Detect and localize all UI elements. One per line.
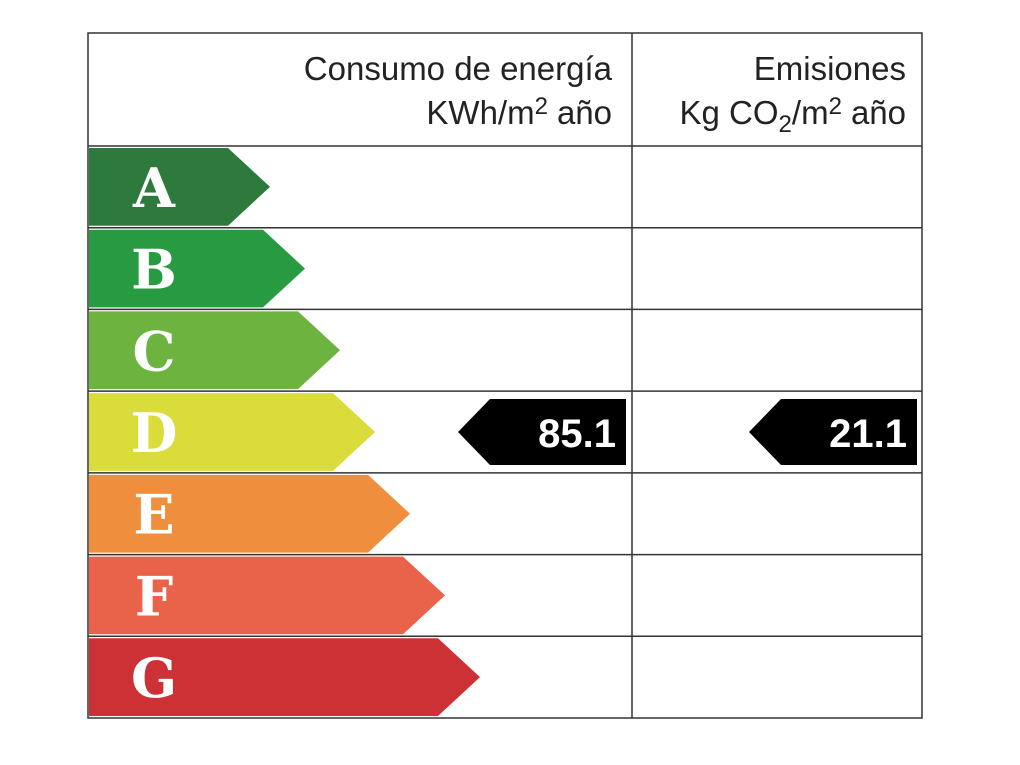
rating-bar — [89, 474, 410, 553]
energy-arrow — [458, 399, 626, 465]
rating-letter: E — [133, 483, 174, 547]
rating-bar — [89, 638, 480, 716]
rating-bar — [89, 393, 375, 471]
emissions-value: 21.1 — [829, 412, 907, 456]
unit-base: KWh/m — [426, 94, 534, 131]
rating-letter: C — [133, 319, 176, 383]
rating-letter: D — [131, 401, 178, 465]
unit-tail: año — [851, 94, 906, 131]
energy-title: Consumo de energía — [304, 50, 613, 87]
unit-exp: 2 — [829, 93, 842, 120]
energy-unit: KWh/m2 año — [426, 93, 612, 131]
rating-bar — [89, 311, 340, 390]
rating-letter: A — [132, 156, 176, 220]
rating-bar — [89, 556, 445, 635]
emissions-unit: Kg CO2/m2 año — [680, 93, 907, 138]
unit-tail: año — [557, 94, 612, 131]
rating-bar — [89, 148, 270, 226]
unit-mid: /m — [792, 94, 829, 131]
emissions-title: Emisiones — [754, 50, 906, 87]
energy-value: 85.1 — [538, 412, 616, 456]
unit-base: Kg CO — [680, 94, 779, 131]
unit-sub: 2 — [779, 111, 792, 138]
rating-letter: F — [135, 564, 173, 628]
outer-border — [87, 32, 923, 719]
rating-bar — [89, 229, 305, 308]
rating-letter: G — [131, 646, 177, 710]
table-frame — [87, 32, 923, 719]
rating-letter: B — [131, 238, 177, 302]
emissions-arrow — [749, 399, 917, 465]
unit-exp: 2 — [535, 93, 548, 120]
